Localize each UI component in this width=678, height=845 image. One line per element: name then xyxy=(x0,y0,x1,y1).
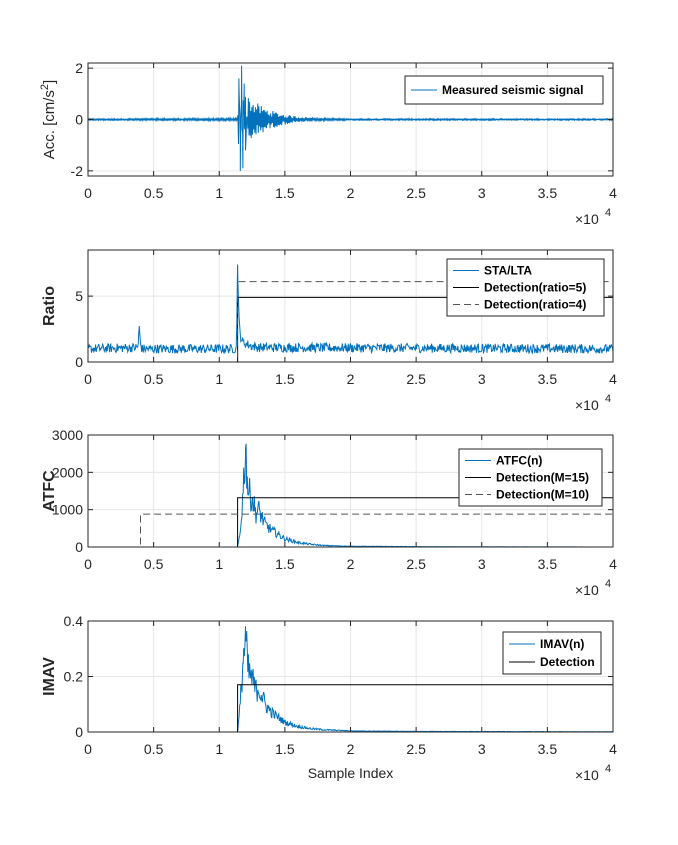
y-tick-label: 2 xyxy=(75,60,83,76)
x-tick-label: 0 xyxy=(84,741,92,757)
x-exponent-label: ×10 xyxy=(575,397,599,413)
y-tick-label: 0 xyxy=(75,354,83,370)
legend-label: Detection(ratio=5) xyxy=(484,281,586,295)
x-tick-label: 4 xyxy=(609,741,617,757)
subplot-4: 0 0.5 1 1.5 2 2.5 3 3.5 4 0 0.2 0.4 ×10 4 IMAV Sample I… xyxy=(41,613,617,783)
x-exponent-power: 4 xyxy=(605,393,611,405)
x-tick-label: 1.5 xyxy=(275,371,295,387)
series-line-1 xyxy=(87,65,614,171)
subplot-3: 0 0.5 1 1.5 2 2.5 3 3.5 4 0 1000 2000 3000 ×10 4 ATFC AT… xyxy=(41,427,617,598)
x-tick-label: 1.5 xyxy=(275,185,295,201)
x-tick-label: 3 xyxy=(478,185,486,201)
x-tick-label: 4 xyxy=(609,556,617,572)
y-tick-label: 2000 xyxy=(52,464,83,480)
x-tick-label: 4 xyxy=(609,371,617,387)
x-tick-label: 3.5 xyxy=(538,371,558,387)
legend-label: IMAV(n) xyxy=(540,637,584,651)
y-tick-label: 0 xyxy=(75,539,83,555)
x-tick-label: 0 xyxy=(84,371,92,387)
legend: ATFC(n) Detection(M=15) Detection(M=10) xyxy=(458,448,603,507)
x-tick-label: 3 xyxy=(478,556,486,572)
legend-box xyxy=(502,631,602,675)
x-tick-label: 3 xyxy=(478,741,486,757)
x-tick-label: 0.5 xyxy=(144,185,164,201)
x-tick-label: 3.5 xyxy=(538,741,558,757)
y-axis-label: IMAV xyxy=(41,657,58,696)
y-tick-label: 5 xyxy=(75,288,83,304)
x-tick-label: 3.5 xyxy=(538,556,558,572)
y-tick-label: 0 xyxy=(75,724,83,740)
x-tick-label: 2.5 xyxy=(406,185,426,201)
x-exponent-power: 4 xyxy=(605,207,611,219)
x-tick-label: 2 xyxy=(347,741,355,757)
y-axis-label: Ratio xyxy=(41,286,58,326)
series-line-3 xyxy=(88,281,613,363)
subplot-2: 0 0.5 1 1.5 2 2.5 3 3.5 4 0 5 ×10 4 Ratio STA/LTA Detec… xyxy=(41,249,617,413)
x-tick-label: 2 xyxy=(347,371,355,387)
y-axis-label: ATFC xyxy=(41,470,58,512)
x-tick-label: 0 xyxy=(84,556,92,572)
legend: IMAV(n) Detection xyxy=(502,631,602,675)
legend-label: Detection(M=10) xyxy=(496,488,589,502)
y-tick-label: 1000 xyxy=(52,502,83,518)
y-tick-label: -2 xyxy=(71,163,84,179)
x-tick-label: 0.5 xyxy=(144,741,164,757)
legend-label: Detection(ratio=4) xyxy=(484,298,586,312)
legend-label: Detection xyxy=(540,655,595,669)
legend-label: Detection(M=15) xyxy=(496,471,589,485)
x-tick-label: 1 xyxy=(215,741,223,757)
legend: STA/LTA Detection(ratio=5) Detection(ratio… xyxy=(446,258,605,317)
x-exponent-label: ×10 xyxy=(575,582,599,598)
legend-box xyxy=(404,75,604,105)
x-exponent-power: 4 xyxy=(605,578,611,590)
x-tick-label: 0.5 xyxy=(144,556,164,572)
x-exponent-label: ×10 xyxy=(575,767,599,783)
y-tick-label: 3000 xyxy=(52,427,83,443)
x-tick-label: 1 xyxy=(215,556,223,572)
x-exponent-label: ×10 xyxy=(575,211,599,227)
x-tick-label: 1 xyxy=(215,371,223,387)
y-tick-label: 0.4 xyxy=(64,613,84,629)
x-exponent-power: 4 xyxy=(605,763,611,775)
x-tick-label: 2.5 xyxy=(406,556,426,572)
x-axis-label: Sample Index xyxy=(308,765,394,781)
legend-label: STA/LTA xyxy=(484,264,532,278)
legend-label: Measured seismic signal xyxy=(442,83,583,97)
y-tick-label: 0 xyxy=(75,112,83,128)
x-tick-label: 2 xyxy=(347,185,355,201)
x-tick-label: 1.5 xyxy=(275,741,295,757)
x-tick-label: 0 xyxy=(84,185,92,201)
x-tick-label: 3.5 xyxy=(538,185,558,201)
x-tick-label: 4 xyxy=(609,185,617,201)
legend: Measured seismic signal xyxy=(404,75,604,105)
x-tick-label: 1.5 xyxy=(275,556,295,572)
x-tick-label: 3 xyxy=(478,371,486,387)
x-tick-label: 2 xyxy=(347,556,355,572)
y-tick-label: 0.2 xyxy=(64,669,84,685)
x-tick-label: 2.5 xyxy=(406,741,426,757)
x-tick-label: 1 xyxy=(215,185,223,201)
series-line-1 xyxy=(87,264,614,355)
x-tick-label: 2.5 xyxy=(406,371,426,387)
x-tick-label: 0.5 xyxy=(144,371,164,387)
legend-label: ATFC(n) xyxy=(496,454,542,468)
y-axis-label: Acc. [cm/s2] xyxy=(39,80,58,159)
